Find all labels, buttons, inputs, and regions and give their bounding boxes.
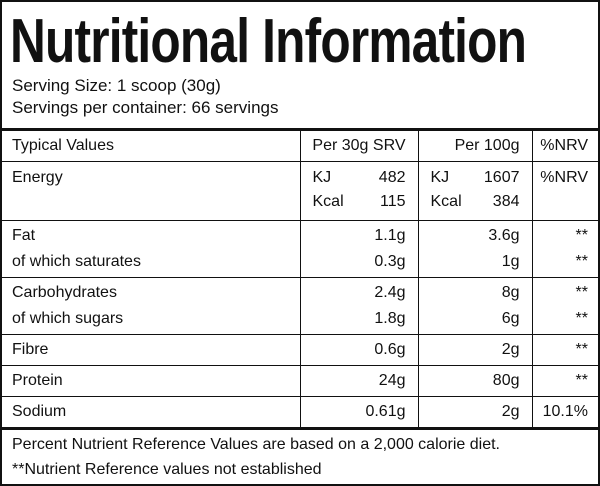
nutrient-row: Sodium 0.61g 2g 10.1% xyxy=(2,396,598,429)
label-cell: Energy xyxy=(2,161,301,221)
nutrient-per-100g: 6g xyxy=(501,310,520,327)
energy-value: 384 xyxy=(492,193,520,210)
nutrient-cell: ** ** xyxy=(531,220,598,278)
nutrient-cell: 80g xyxy=(417,365,533,397)
nutrient-cell: ** xyxy=(531,365,598,397)
energy-unit: KJ xyxy=(312,169,332,186)
header-cell: Per 30g SRV xyxy=(299,129,419,162)
header-cell: Typical Values xyxy=(2,129,301,162)
nutrient-nrv: ** xyxy=(575,227,588,244)
nutrient-per-srv: 0.6g xyxy=(374,341,406,358)
header-text: %NRV xyxy=(540,137,588,154)
nutrient-per-100g: 80g xyxy=(492,372,520,389)
nutrient-nrv: 10.1% xyxy=(542,403,588,420)
nutrient-cell: 1.1g 0.3g xyxy=(299,220,419,278)
energy-line: Kcal 115 xyxy=(301,190,418,214)
nutrient-per-100g: 3.6g xyxy=(488,227,520,244)
nutrient-cell: 0.6g xyxy=(299,334,419,366)
header-text: Typical Values xyxy=(12,137,114,154)
energy-unit: Kcal xyxy=(312,193,344,210)
title: Nutritional Information xyxy=(10,7,527,76)
footnote: Percent Nutrient Reference Values are ba… xyxy=(12,436,500,453)
footnotes: Percent Nutrient Reference Values are ba… xyxy=(12,432,500,482)
nutrient-per-srv: 1.1g xyxy=(374,227,406,244)
energy-line: KJ 482 xyxy=(301,166,418,190)
nutrient-row: Carbohydrates of which sugars 2.4g 1.8g 8g 6g… xyxy=(2,277,598,335)
nutrient-cell: ** ** xyxy=(531,277,598,335)
energy-cell: KJ 1607 Kcal 384 xyxy=(417,161,533,221)
nutrient-cell: 2.4g 1.8g xyxy=(299,277,419,335)
nutrient-nrv: ** xyxy=(575,253,588,270)
energy-value: 115 xyxy=(379,193,406,210)
nutrient-per-100g: 1g xyxy=(501,253,520,270)
nutrient-cell: Fibre xyxy=(2,334,301,366)
row-label: Energy xyxy=(12,169,63,186)
serving-size: Serving Size: 1 scoop (30g) xyxy=(12,76,221,95)
nutrient-per-100g: 8g xyxy=(501,284,520,301)
nutrient-nrv: ** xyxy=(575,310,588,327)
nutrient-label: Protein xyxy=(12,372,63,389)
servings-per-container: Servings per container: 66 servings xyxy=(12,98,279,117)
nutrient-cell: 2g xyxy=(417,396,533,429)
nutrient-per-100g: 2g xyxy=(501,403,520,420)
nutrient-per-srv: 24g xyxy=(378,372,406,389)
nutrient-nrv: ** xyxy=(575,372,588,389)
header-cell: %NRV xyxy=(531,129,598,162)
energy-line: Kcal 384 xyxy=(419,190,532,214)
nutrient-nrv: ** xyxy=(575,341,588,358)
nutrient-label: of which sugars xyxy=(12,310,124,327)
nutrition-table: Typical Values Per 30g SRV Per 100g %NRV Ene… xyxy=(2,128,598,430)
nutrient-cell: Sodium xyxy=(2,396,301,429)
footnote: **Nutrient Reference values not establis… xyxy=(12,461,322,478)
nutrient-nrv: ** xyxy=(575,284,588,301)
nutrient-per-srv: 1.8g xyxy=(374,310,406,327)
nutrient-cell: 2g xyxy=(417,334,533,366)
nutrient-per-srv: 2.4g xyxy=(374,284,406,301)
energy-value: 482 xyxy=(378,169,406,186)
nutrient-per-100g: 2g xyxy=(501,341,520,358)
nutrient-per-srv: 0.3g xyxy=(374,253,406,270)
nutrient-row: Fat of which saturates 1.1g 0.3g 3.6g 1g ** ** xyxy=(2,220,598,278)
energy-row: Energy KJ 482 Kcal 115 KJ 1607 Kcal 384 %NRV xyxy=(2,161,598,221)
energy-unit: Kcal xyxy=(430,193,462,210)
nutrient-label: of which saturates xyxy=(12,253,141,270)
nutrient-label: Sodium xyxy=(12,403,67,420)
nrv-text: %NRV xyxy=(540,169,588,186)
nutrient-cell: Carbohydrates of which sugars xyxy=(2,277,301,335)
nrv-cell: %NRV xyxy=(531,161,598,221)
nutrient-per-srv: 0.61g xyxy=(365,403,406,420)
nutrient-cell: 0.61g xyxy=(299,396,419,429)
nutrient-label: Fat xyxy=(12,227,36,244)
nutrient-cell: ** xyxy=(531,334,598,366)
nutrient-cell: 10.1% xyxy=(531,396,598,429)
energy-unit: KJ xyxy=(430,169,450,186)
nutrient-row: Fibre 0.6g 2g ** xyxy=(2,334,598,366)
nutrient-row: Protein 24g 80g ** xyxy=(2,365,598,397)
nutrient-cell: 8g 6g xyxy=(417,277,533,335)
header-cell: Per 100g xyxy=(417,129,533,162)
energy-line: KJ 1607 xyxy=(419,166,532,190)
nutrient-cell: Fat of which saturates xyxy=(2,220,301,278)
nutrient-cell: Protein xyxy=(2,365,301,397)
energy-value: 1607 xyxy=(483,169,520,186)
nutrient-label: Fibre xyxy=(12,341,49,358)
header-row: Typical Values Per 30g SRV Per 100g %NRV xyxy=(2,129,598,162)
header-text: Per 100g xyxy=(454,137,520,154)
nutrient-cell: 3.6g 1g xyxy=(417,220,533,278)
nutrient-label: Carbohydrates xyxy=(12,284,117,301)
energy-cell: KJ 482 Kcal 115 xyxy=(299,161,419,221)
header-text: Per 30g SRV xyxy=(312,137,406,154)
nutrient-cell: 24g xyxy=(299,365,419,397)
